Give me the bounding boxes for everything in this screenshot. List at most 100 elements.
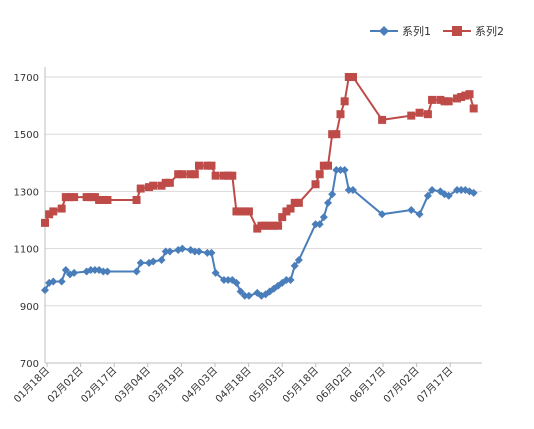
data-point	[457, 93, 466, 102]
data-point	[348, 185, 357, 194]
data-point	[407, 111, 416, 120]
data-point	[440, 97, 449, 106]
data-point	[41, 286, 49, 295]
data-point	[99, 195, 108, 204]
data-point	[332, 165, 341, 174]
data-point	[103, 195, 112, 204]
y-tick-label: 1700	[14, 73, 39, 84]
series-group	[41, 73, 478, 300]
data-point	[145, 183, 154, 192]
data-point	[278, 213, 287, 222]
data-point	[378, 210, 387, 219]
data-point	[86, 193, 95, 202]
x-tick-label: 03月19日	[146, 365, 187, 406]
data-point	[157, 256, 166, 265]
data-point	[444, 191, 453, 200]
data-point	[453, 94, 462, 103]
series-line	[44, 76, 475, 230]
legend-item-series1: 系列1	[370, 24, 431, 38]
data-point	[286, 276, 295, 285]
data-point	[86, 266, 95, 275]
x-tick-label: 06月17日	[347, 365, 388, 406]
data-point	[236, 207, 245, 216]
data-point	[265, 221, 274, 230]
data-point	[90, 193, 99, 202]
y-tick-label: 1300	[14, 187, 39, 198]
data-point	[103, 267, 112, 276]
x-tick-label: 04月03日	[179, 365, 220, 406]
data-point	[336, 110, 345, 119]
data-point	[70, 268, 79, 277]
y-tick-label: 700	[20, 359, 39, 370]
data-point	[219, 276, 228, 285]
data-point	[61, 266, 70, 275]
data-point	[423, 191, 432, 200]
data-point	[261, 221, 270, 230]
data-point	[269, 221, 278, 230]
x-tick-label: 07月17日	[415, 365, 456, 406]
data-point	[315, 170, 324, 179]
data-point	[232, 278, 241, 287]
data-point	[228, 171, 237, 180]
data-point	[207, 248, 216, 257]
data-point	[136, 258, 145, 267]
data-point	[219, 171, 228, 180]
x-tick-label: 07月02日	[381, 365, 422, 406]
data-point	[274, 221, 283, 230]
data-point	[332, 130, 341, 139]
data-point	[286, 204, 295, 213]
data-point	[328, 190, 337, 199]
data-point	[328, 130, 337, 139]
data-point	[82, 193, 91, 202]
data-point	[161, 178, 170, 187]
data-point	[178, 244, 187, 253]
legend-label-series1: 系列1	[402, 24, 431, 38]
data-point	[444, 97, 453, 106]
data-point	[290, 198, 299, 207]
data-point	[99, 267, 108, 276]
data-point	[161, 247, 170, 256]
data-point	[244, 291, 253, 300]
data-point	[436, 95, 445, 104]
legend: 系列1 系列2	[370, 24, 504, 38]
data-point	[244, 207, 253, 216]
data-point	[45, 210, 54, 219]
data-point	[344, 185, 353, 194]
y-tick-label: 1100	[14, 245, 39, 256]
data-point	[469, 188, 478, 197]
x-tick-label: 01月18日	[11, 365, 52, 406]
data-point	[95, 195, 104, 204]
data-point	[190, 247, 199, 256]
data-point	[224, 171, 233, 180]
data-point	[211, 268, 220, 277]
data-point	[415, 210, 424, 219]
data-point	[132, 195, 141, 204]
legend-item-series2: 系列2	[443, 24, 504, 38]
data-point	[294, 256, 303, 265]
data-point	[49, 207, 58, 216]
data-point	[165, 178, 174, 187]
data-point	[423, 110, 432, 119]
x-axis: 01月18日02月02日02月17日03月04日03月19日04月03日04月1…	[11, 362, 482, 406]
square-marker-icon	[452, 26, 462, 36]
data-point	[178, 170, 187, 179]
y-axis: 700 900 1100 1300 1500 1700	[14, 67, 46, 370]
data-point	[41, 218, 49, 227]
data-point	[294, 198, 303, 207]
data-point	[194, 247, 203, 256]
data-point	[232, 207, 241, 216]
data-point	[211, 171, 220, 180]
x-tick-label: 04月18日	[213, 365, 254, 406]
data-point	[324, 161, 333, 170]
data-point	[457, 185, 466, 194]
series-2	[41, 73, 478, 233]
data-point	[461, 91, 470, 100]
data-point	[378, 115, 387, 124]
data-point	[203, 161, 212, 170]
data-point	[336, 165, 345, 174]
data-point	[290, 261, 299, 270]
data-point	[415, 108, 424, 117]
data-point	[157, 181, 166, 190]
data-point	[428, 185, 437, 194]
data-point	[194, 161, 203, 170]
